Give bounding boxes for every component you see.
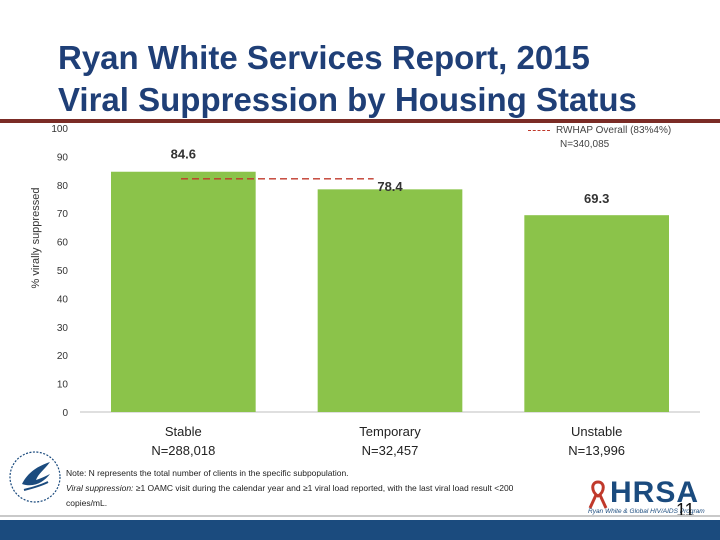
x-tick-label-n: N=13,996 bbox=[568, 443, 625, 458]
data-label: 84.6 bbox=[171, 147, 196, 162]
x-tick-label: Temporary bbox=[359, 424, 421, 439]
data-label: 69.3 bbox=[584, 191, 609, 206]
legend-dashed-line-icon bbox=[528, 129, 550, 131]
footnote-line2: Viral suppression: ≥1 OAMC visit during … bbox=[66, 481, 586, 496]
y-axis-label: % virally suppressed bbox=[30, 187, 42, 289]
x-tick-label: Stable bbox=[165, 424, 202, 439]
legend-label: RWHAP Overall (83%4%) bbox=[556, 125, 672, 136]
footnote-line1: Note: N represents the total number of c… bbox=[66, 468, 349, 478]
y-tick-label: 90 bbox=[57, 152, 69, 163]
x-tick-label: Unstable bbox=[571, 424, 622, 439]
page-title-line1: Ryan White Services Report, 2015 bbox=[58, 39, 590, 76]
title-rule bbox=[0, 119, 720, 123]
ribbon-icon bbox=[588, 480, 608, 509]
y-tick-label: 80 bbox=[57, 181, 69, 192]
x-tick-label-n: N=32,457 bbox=[362, 443, 419, 458]
hrsa-wordmark: HRSA bbox=[610, 476, 700, 509]
y-tick-label: 100 bbox=[51, 124, 68, 135]
footer-band bbox=[0, 520, 720, 540]
chart-legend: RWHAP Overall (83%4%) N=340,085 bbox=[528, 124, 708, 152]
hhs-eagle-logo bbox=[8, 444, 62, 515]
hrsa-subtitle: Ryan White & Global HIV/AIDS Program bbox=[588, 508, 705, 515]
y-tick-label: 50 bbox=[57, 266, 69, 277]
y-tick-label: 30 bbox=[57, 323, 69, 334]
y-tick-label: 60 bbox=[57, 238, 69, 249]
y-tick-label: 10 bbox=[57, 380, 69, 391]
bar bbox=[317, 189, 463, 412]
legend-n: N=340,085 bbox=[560, 139, 610, 150]
y-tick-label: 70 bbox=[57, 209, 69, 220]
bar bbox=[524, 215, 669, 412]
x-tick-label-n: N=288,018 bbox=[151, 443, 215, 458]
footnote-line3: copies/mL. bbox=[66, 498, 108, 508]
page-title-line2: Viral Suppression by Housing Status bbox=[58, 81, 637, 118]
page-number: 11 bbox=[676, 500, 695, 520]
footer-divider bbox=[0, 515, 720, 517]
y-tick-label: 20 bbox=[57, 351, 69, 362]
footnote-term: Viral suppression: bbox=[66, 483, 134, 493]
bar bbox=[111, 171, 256, 412]
footnote-definition: ≥1 OAMC visit during the calendar year a… bbox=[133, 483, 514, 493]
footnote: Note: N represents the total number of c… bbox=[66, 466, 586, 511]
hrsa-logo: HRSA Ryan White & Global HIV/AIDS Progra… bbox=[584, 476, 716, 516]
data-label: 78.4 bbox=[377, 179, 403, 194]
y-tick-label: 40 bbox=[57, 294, 69, 305]
y-tick-label: 0 bbox=[62, 408, 68, 419]
